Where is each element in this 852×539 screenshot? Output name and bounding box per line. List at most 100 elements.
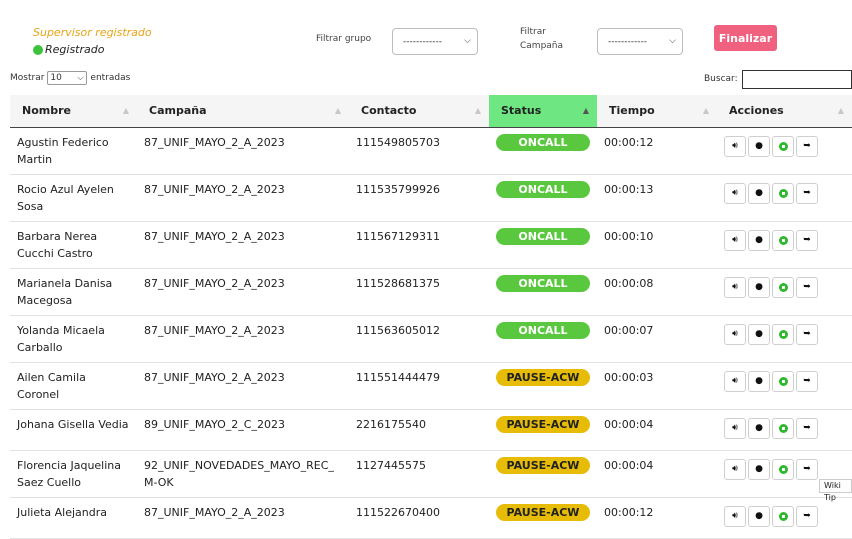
chat-button[interactable]: ●	[748, 135, 770, 157]
chat-button[interactable]: ●	[748, 458, 770, 480]
agent-campaign: 87_UNIF_MAYO_2_A_2023	[137, 127, 349, 175]
agent-time: 00:00:08	[597, 268, 717, 316]
sign-out-icon: ➥	[803, 281, 811, 292]
supervisor-title: Supervisor registrado	[33, 26, 152, 39]
agent-contact: 111549805703	[349, 127, 489, 175]
col-header-time[interactable]: Tiempo ▲︎	[597, 95, 717, 128]
col-header-name[interactable]: Nombre ▲︎	[10, 95, 137, 128]
agent-campaign: 87_UNIF_MAYO_2_A_2023	[137, 174, 349, 222]
row-actions: 🔊︎ ● ➥	[724, 504, 846, 527]
chat-button[interactable]: ●	[748, 182, 770, 204]
listen-button[interactable]: 🔊︎	[724, 417, 746, 439]
col-header-actions[interactable]: Acciones ▲︎	[717, 95, 852, 128]
logout-agent-button[interactable]: ➥	[796, 458, 818, 480]
status-badge: ONCALL	[496, 274, 590, 292]
pause-button[interactable]	[772, 505, 794, 527]
table-row: Barbara Nerea Cucchi Castro 87_UNIF_MAYO_…	[10, 221, 852, 269]
logout-agent-button[interactable]: ➥	[796, 323, 818, 345]
entries-select[interactable]: 10 ⌵	[47, 71, 88, 85]
chat-bubble-icon: ●	[755, 281, 763, 292]
pause-button[interactable]	[772, 182, 794, 204]
agent-contact: 111535799926	[349, 174, 489, 222]
listen-button[interactable]: 🔊︎	[724, 505, 746, 527]
listen-button[interactable]: 🔊︎	[724, 229, 746, 251]
agent-name: Yolanda Micaela Carballo	[10, 315, 137, 363]
col-header-status[interactable]: Status ▲	[489, 95, 597, 128]
listen-button[interactable]: 🔊︎	[724, 323, 746, 345]
listen-button[interactable]: 🔊︎	[724, 182, 746, 204]
speaker-icon: 🔊︎	[732, 422, 738, 433]
pause-button[interactable]	[772, 458, 794, 480]
agent-name: Marianela Danisa Macegosa	[10, 268, 137, 316]
sign-out-icon: ➥	[803, 140, 811, 151]
sort-asc-icon: ▲	[582, 106, 589, 115]
listen-button[interactable]: 🔊︎	[724, 370, 746, 392]
pause-button[interactable]	[772, 370, 794, 392]
status-badge: ONCALL	[496, 133, 590, 151]
status-badge: PAUSE-ACW	[496, 503, 590, 521]
sign-out-icon: ➥	[803, 187, 811, 198]
logout-agent-button[interactable]: ➥	[796, 182, 818, 204]
pause-button[interactable]	[772, 323, 794, 345]
chat-button[interactable]: ●	[748, 323, 770, 345]
supervisor-status-label: Registrado	[45, 43, 105, 56]
sign-out-icon: ➥	[803, 375, 811, 386]
row-actions: 🔊︎ ● ➥	[724, 416, 846, 439]
table-row: Agustin Federico Martin 87_UNIF_MAYO_2_A_…	[10, 127, 852, 175]
agent-time: 00:00:04	[597, 450, 717, 498]
agent-time: 00:00:10	[597, 221, 717, 269]
chat-bubble-icon: ●	[755, 375, 763, 386]
pause-circle-icon	[778, 235, 788, 245]
speaker-icon: 🔊︎	[732, 234, 738, 245]
pause-circle-icon	[778, 464, 788, 474]
filter-campaign-label: Filtrar Campaña	[520, 27, 564, 51]
chat-button[interactable]: ●	[748, 505, 770, 527]
filter-campaign-select[interactable]: ------------ ⌵	[597, 28, 683, 55]
pause-circle-icon	[778, 141, 788, 151]
logout-agent-button[interactable]: ➥	[796, 276, 818, 298]
chat-button[interactable]: ●	[748, 229, 770, 251]
agent-contact: 1127445575	[349, 450, 489, 498]
finalize-button[interactable]: Finalizar	[714, 25, 777, 51]
sign-out-icon: ➥	[803, 510, 811, 521]
speaker-icon: 🔊︎	[732, 187, 738, 198]
row-actions: 🔊︎ ● ➥	[724, 322, 846, 345]
chat-bubble-icon: ●	[755, 234, 763, 245]
filter-group-select[interactable]: ------------ ⌵	[392, 28, 478, 55]
wiki-tip-tooltip: Wiki Tip	[819, 479, 852, 502]
listen-button[interactable]: 🔊︎	[724, 135, 746, 157]
logout-agent-button[interactable]: ➥	[796, 505, 818, 527]
logout-agent-button[interactable]: ➥	[796, 229, 818, 251]
logout-agent-button[interactable]: ➥	[796, 135, 818, 157]
pause-button[interactable]	[772, 276, 794, 298]
agent-time: 00:00:12	[597, 127, 717, 175]
pause-button[interactable]	[772, 417, 794, 439]
status-badge: ONCALL	[496, 180, 590, 198]
listen-button[interactable]: 🔊︎	[724, 276, 746, 298]
row-actions: 🔊︎ ● ➥	[724, 457, 846, 480]
search-input[interactable]	[742, 70, 852, 89]
chat-button[interactable]: ●	[748, 276, 770, 298]
agent-campaign: 92_UNIF_NOVEDADES_MAYO_REC_M-OK	[137, 450, 349, 498]
agent-name: Barbara Nerea Cucchi Castro	[10, 221, 137, 269]
agent-name: Rocio Azul Ayelen Sosa	[10, 174, 137, 222]
chat-button[interactable]: ●	[748, 417, 770, 439]
sort-icon: ▲︎	[334, 106, 341, 115]
chat-bubble-icon: ●	[755, 463, 763, 474]
entries-suffix: entradas	[90, 73, 131, 83]
col-header-contact[interactable]: Contacto ▲︎	[349, 95, 489, 128]
table-row: Marianela Danisa Macegosa 87_UNIF_MAYO_2_…	[10, 268, 852, 316]
speaker-icon: 🔊︎	[732, 463, 738, 474]
pause-circle-icon	[778, 188, 788, 198]
table-row: Yolanda Micaela Carballo 87_UNIF_MAYO_2_A…	[10, 315, 852, 363]
chat-button[interactable]: ●	[748, 370, 770, 392]
col-header-campaign[interactable]: Campaña ▲︎	[137, 95, 349, 128]
logout-agent-button[interactable]: ➥	[796, 417, 818, 439]
pause-button[interactable]	[772, 135, 794, 157]
agents-table: Nombre ▲︎ Campaña ▲︎ Contacto ▲︎ Status ▲ Ti…	[10, 95, 852, 539]
pause-button[interactable]	[772, 229, 794, 251]
logout-agent-button[interactable]: ➥	[796, 370, 818, 392]
listen-button[interactable]: 🔊︎	[724, 458, 746, 480]
pause-circle-icon	[778, 329, 788, 339]
speaker-icon: 🔊︎	[732, 140, 738, 151]
